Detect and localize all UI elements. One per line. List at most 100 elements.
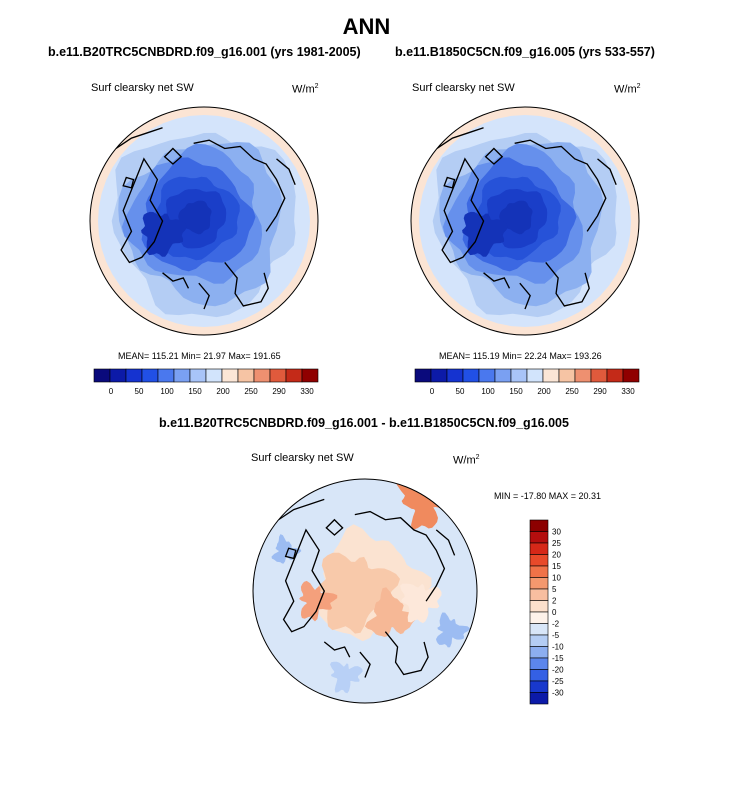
diff-anomaly-patch — [299, 580, 338, 622]
colorbar-box — [173, 368, 191, 383]
colorbar-tick-label: 100 — [160, 387, 174, 396]
coastline-segment — [514, 139, 607, 232]
map-boundary — [410, 106, 640, 336]
colorbar-tick-label: 25 — [552, 539, 561, 548]
colorbar-tick-label: 200 — [537, 387, 551, 396]
diff-units-label: W/m2 — [453, 454, 480, 467]
coastline-segment — [193, 139, 286, 232]
colorbar-tick-label: 0 — [430, 387, 435, 396]
coastline-segment — [122, 176, 135, 189]
colorbar-tick-label: -15 — [552, 654, 564, 663]
right-variable-label: Surf clearsky net SW — [412, 82, 515, 94]
coastline-segment — [519, 282, 531, 310]
colorbar-box — [478, 368, 496, 383]
colorbar-box — [205, 368, 223, 383]
diff-variable-label: Surf clearsky net SW — [251, 452, 354, 464]
colorbar-tick-label: 2 — [552, 597, 557, 606]
colorbar-box — [269, 368, 287, 383]
colorbar-tick-label: 290 — [593, 387, 607, 396]
colorbar-box — [301, 368, 319, 383]
colorbar-box — [529, 692, 549, 705]
coastline-segment — [115, 127, 163, 150]
colorbar-box — [125, 368, 143, 383]
coastline-segment — [545, 262, 590, 307]
coastline-segment — [224, 262, 269, 307]
coastline-segment — [120, 157, 164, 264]
coastlines — [115, 127, 296, 310]
colorbar-box — [93, 368, 111, 383]
colorbar-box — [285, 368, 303, 383]
colorbar-box — [622, 368, 640, 383]
right-units-label: W/m2 — [614, 83, 641, 96]
map-boundary — [89, 106, 319, 336]
colorbar-box — [529, 669, 549, 682]
colorbar-box — [558, 368, 576, 383]
diff-anomaly-patch — [364, 587, 418, 637]
colorbar-tick-label: 250 — [244, 387, 258, 396]
left-units-label: W/m2 — [292, 83, 319, 96]
coastline-segment — [284, 547, 297, 560]
coastline-segment — [282, 528, 326, 633]
colorbar-tick-label: 50 — [456, 387, 465, 396]
colorbar-box — [529, 588, 549, 601]
colorbar-box — [529, 680, 549, 693]
colorbar-tick-label: 20 — [552, 551, 561, 560]
colorbar-box — [529, 634, 549, 647]
right-colorbar: 0 50 100 150 200 250 290 330 — [414, 368, 640, 396]
greenland-low-region — [141, 211, 187, 257]
colorbar-tick-label: -25 — [552, 677, 564, 686]
colorbar-box — [237, 368, 255, 383]
coastline-segment — [483, 272, 511, 289]
colorbar-box — [529, 519, 549, 532]
colorbar-box — [574, 368, 592, 383]
colorbar-tick-label: 150 — [188, 387, 202, 396]
diff-polar-map — [252, 478, 478, 704]
colorbar-box — [529, 531, 549, 544]
colorbar-box — [529, 646, 549, 659]
colorbar-tick-label: 30 — [552, 528, 561, 537]
coastline-segment — [436, 127, 484, 150]
coastline-segment — [162, 272, 190, 289]
right-polar-map — [410, 106, 640, 336]
coastline-segment — [441, 157, 485, 264]
colorbar-box — [157, 368, 175, 383]
coastline-segment — [443, 176, 456, 189]
coastline-segment — [325, 518, 344, 536]
colorbar-box — [109, 368, 127, 383]
left-stats: MEAN= 115.21 Min= 21.97 Max= 191.65 — [118, 351, 281, 361]
left-case-title: b.e11.B20TRC5CNBDRD.f09_g16.001 (yrs 198… — [48, 45, 361, 59]
colorbar-tick-label: -2 — [552, 620, 560, 629]
left-colorbar: 0 50 100 150 200 250 290 330 — [93, 368, 319, 396]
colorbar-box — [430, 368, 448, 383]
diff-anomaly-patch — [436, 612, 471, 648]
left-variable-label: Surf clearsky net SW — [91, 82, 194, 94]
colorbar-tick-label: 200 — [216, 387, 230, 396]
colorbar-box — [510, 368, 528, 383]
diff-case-title: b.e11.B20TRC5CNBDRD.f09_g16.001 - b.e11.… — [159, 416, 569, 430]
colorbar-tick-label: 15 — [552, 562, 561, 571]
colorbar-box — [529, 554, 549, 567]
colorbar-box — [529, 542, 549, 555]
colorbar-box — [462, 368, 480, 383]
map-boundary — [252, 478, 478, 704]
colorbar-box — [590, 368, 608, 383]
coastline-segment — [276, 158, 296, 185]
colorbar-tick-label: 250 — [565, 387, 579, 396]
colorbar-box — [529, 600, 549, 613]
colorbar-box — [221, 368, 239, 383]
colorbar-tick-label: 290 — [272, 387, 286, 396]
colorbar-box — [606, 368, 624, 383]
colorbar-box — [253, 368, 271, 383]
right-stats: MEAN= 115.19 Min= 22.24 Max= 193.26 — [439, 351, 602, 361]
figure-title: ANN — [342, 14, 391, 39]
coastline-segment — [354, 510, 446, 602]
colorbar-tick-label: -30 — [552, 689, 564, 698]
colorbar-tick-label: 0 — [109, 387, 114, 396]
colorbar-box — [526, 368, 544, 383]
coastline-segment — [597, 158, 617, 185]
colorbar-box — [529, 623, 549, 636]
colorbar-box — [529, 565, 549, 578]
coastlines — [278, 498, 456, 678]
coastline-segment — [484, 147, 504, 165]
colorbar-box — [529, 611, 549, 624]
